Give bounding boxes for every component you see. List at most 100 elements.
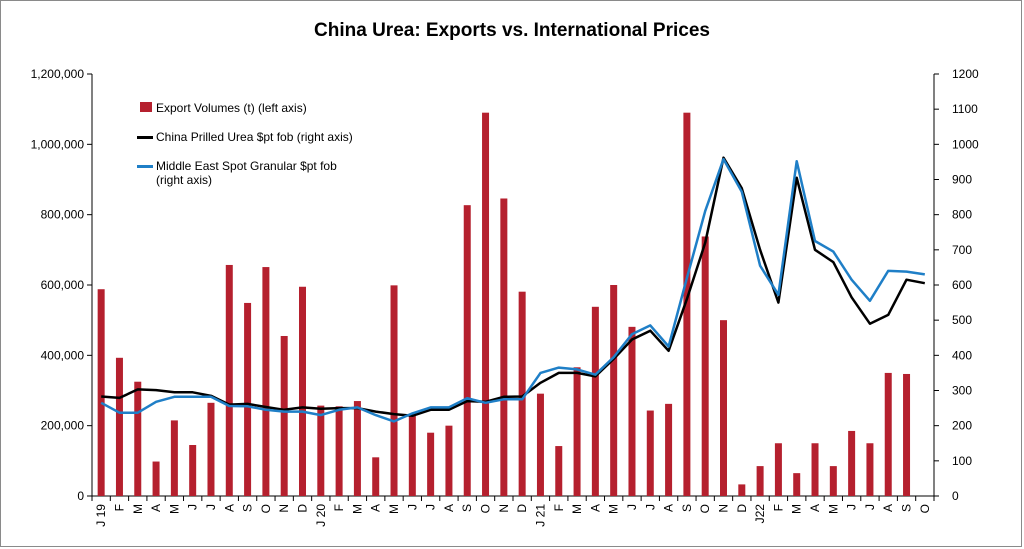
export-volume-bar [720,320,727,496]
x-axis-tick-label: O [479,504,493,513]
x-axis-tick-label: M [131,504,145,514]
x-axis-tick-label: A [149,504,163,512]
x-axis-tick-label: J [424,504,438,510]
x-axis-tick-label: J [643,504,657,510]
x-axis-tick-label: D [735,504,749,513]
export-volume-bar [683,112,691,496]
right-axis-tick-label: 100 [952,454,972,468]
right-axis-tick-label: 1100 [952,102,978,116]
x-axis-tick-label: J 21 [533,504,547,527]
x-axis-tick-label: J [625,504,639,510]
export-volume-bar [427,432,435,496]
export-volume-bar [811,443,819,496]
export-volume-bar [262,267,270,496]
x-axis-tick-label: J 20 [314,504,328,527]
left-axis-tick-label: 400,000 [41,348,85,362]
export-volume-bar [701,236,709,496]
x-axis-tick-label: M [607,504,621,514]
left-axis-tick-label: 0 [77,489,84,503]
x-axis-tick-label: J [405,504,419,510]
export-volume-bar [445,425,453,496]
export-volume-bar [244,302,252,496]
legend-label-middle-east: Middle East Spot Granular $pt fob (right… [156,159,337,187]
export-volume-bar [628,326,636,496]
x-axis-tick-label: F [552,504,566,511]
right-axis-tick-label: 200 [952,419,972,433]
export-volume-bar [317,405,325,496]
left-axis-tick-label: 1,200,000 [31,67,85,81]
x-axis-tick-label: S [241,504,255,512]
export-volume-bar [848,430,856,496]
x-axis-tick-label: O [698,504,712,513]
export-volume-bar [189,445,197,496]
x-axis-tick-label: O [918,504,932,513]
x-axis-tick-label: A [442,504,456,512]
export-volume-bar [207,402,215,496]
right-axis-tick-label: 500 [952,313,972,327]
x-axis-tick-label: M [826,504,840,514]
x-axis-tick-label: J [186,504,200,510]
export-volume-bar [866,443,874,496]
x-axis-tick-label: J 19 [94,504,108,527]
export-volume-bar [536,393,544,496]
x-axis-tick-label: N [497,504,511,513]
right-axis-tick-label: 700 [952,243,972,257]
export-volume-bar [115,357,123,496]
left-axis-tick-label: 600,000 [41,278,85,292]
x-axis-tick-label: O [259,504,273,513]
china-prilled-urea-line [101,156,926,418]
left-axis-tick-label: 800,000 [41,208,85,222]
x-axis-tick-label: A [662,504,676,512]
export-volume-bar [390,285,398,496]
export-volume-bar [97,289,105,496]
legend-label-exports: Export Volumes (t) (left axis) [156,101,307,115]
export-volume-bar [646,410,654,496]
x-axis-tick-label: M [350,504,364,514]
export-volume-bar [518,291,526,496]
export-volume-bar [738,484,746,496]
left-axis-tick-label: 1,000,000 [31,137,85,151]
x-axis-tick-label: S [460,504,474,512]
legend-swatch-china-prilled [137,136,153,139]
x-axis-tick-label: A [881,504,895,512]
x-axis-tick-label: M [570,504,584,514]
x-axis-tick-label: N [277,504,291,513]
x-axis-tick-label: M [167,504,181,514]
export-volume-bar [774,443,782,496]
export-volume-bar [152,461,160,496]
x-axis-tick-label: A [369,504,383,512]
export-volume-bar [463,205,471,496]
right-axis-tick-label: 400 [952,348,972,362]
x-axis-tick-label: J [863,504,877,510]
x-axis-tick-label: A [222,504,236,512]
right-axis-tick-label: 900 [952,173,972,187]
export-volume-bar [134,381,142,496]
x-axis-tick-label: J22 [753,504,767,524]
x-axis-tick-label: J [845,504,859,510]
right-axis-tick-label: 1000 [952,137,979,151]
legend-swatch-middle-east [137,165,153,168]
export-volume-bar [903,373,911,496]
export-volume-bar [170,420,178,496]
x-axis-tick-label: A [808,504,822,512]
x-axis-tick-label: F [112,504,126,511]
export-volume-bar [408,415,416,496]
x-axis-tick-label: F [771,504,785,511]
export-volume-bar [299,286,306,496]
x-axis-tick-label: J [204,504,218,510]
export-volume-bar [573,367,581,496]
export-volume-bar [372,457,380,496]
middle-east-granular-line [100,157,925,423]
export-volume-bar [225,264,233,496]
left-axis-tick-label: 200,000 [41,419,85,433]
export-volume-bar [591,306,599,496]
x-axis-tick-label: D [515,504,529,513]
export-volume-bar [829,466,837,496]
x-axis-tick-label: A [588,504,602,512]
x-axis-tick-label: N [717,504,731,513]
export-volume-bar [335,406,343,496]
chart-title: China Urea: Exports vs. International Pr… [314,20,710,41]
export-volume-bar [500,198,508,497]
